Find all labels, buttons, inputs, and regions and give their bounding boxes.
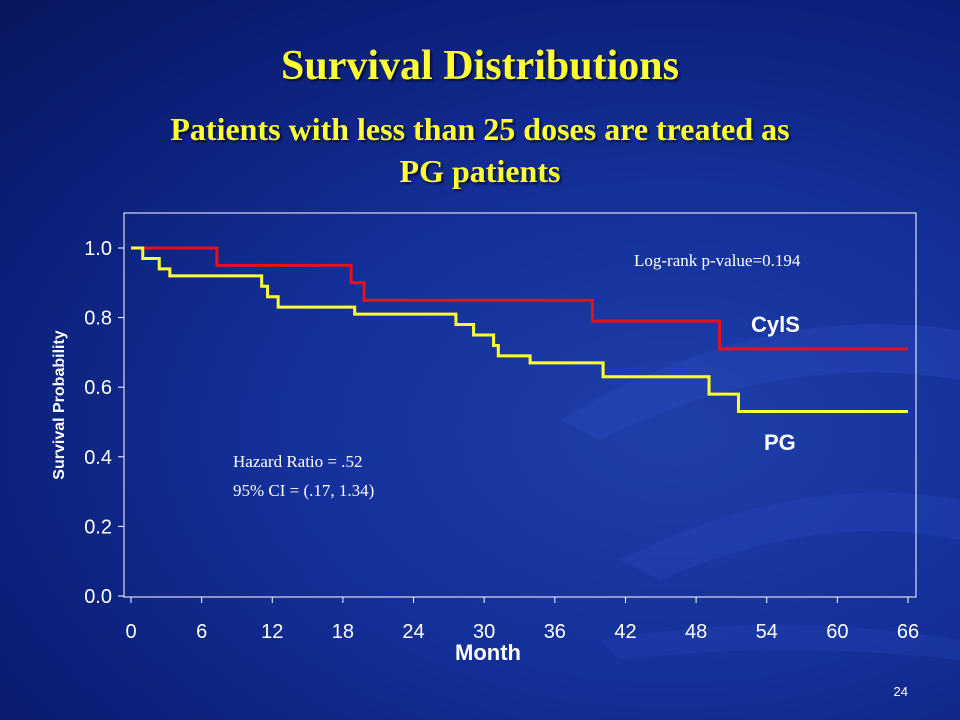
page-number: 24 [893,684,908,699]
hazard-ratio-annotation: Hazard Ratio = .52 [233,452,363,471]
series-line-cyls [131,246,908,351]
legend-cyls: CylS [751,312,800,337]
x-tick-label: 24 [402,621,424,643]
x-axis-label: Month [455,640,521,665]
slide-subtitle: Patients with less than 25 doses are tre… [0,108,960,192]
x-tick-label: 30 [473,621,495,643]
subtitle-line-2: PG patients [399,153,561,189]
y-axis-label: Survival Probability [51,330,68,479]
y-tick-label: 0.8 [84,308,112,330]
plot-frame [123,212,917,598]
x-tick-label: 36 [544,621,566,643]
x-tick-label: 60 [826,621,848,643]
y-tick-label: 1.0 [84,238,112,260]
ci-annotation: 95% CI = (.17, 1.34) [233,481,374,500]
x-tick-label: 54 [756,621,778,643]
y-tick-label: 0.6 [84,377,112,399]
series-group [131,246,908,414]
x-tick-label: 18 [332,621,354,643]
subtitle-line-1: Patients with less than 25 doses are tre… [170,111,790,147]
x-tick-label: 48 [685,621,707,643]
y-tick-label: 0.4 [84,447,112,469]
x-tick-label: 0 [125,621,136,643]
y-tick-label: 0.0 [84,586,112,608]
legend-pg: PG [764,430,796,455]
tick-group: 0 6 12 18 24 30 36 42 48 54 60 66 0.0 0.2 0.4 0.6 0.8 1.0 [84,238,919,643]
y-tick-label: 0.2 [84,516,112,538]
x-tick-label: 66 [897,621,919,643]
series-line-pg [131,246,908,414]
slide-title: Survival Distributions [281,43,679,89]
logrank-annotation: Log-rank p-value=0.194 [634,251,801,270]
x-tick-label: 6 [196,621,207,643]
x-tick-label: 12 [261,621,283,643]
x-tick-label: 42 [614,621,636,643]
